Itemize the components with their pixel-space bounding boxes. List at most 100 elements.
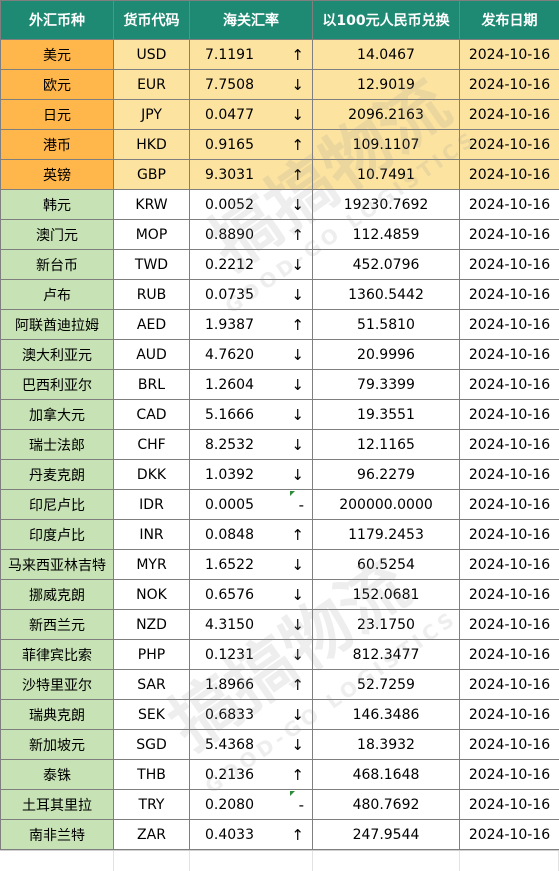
exchange-amount-text: 60.5254 bbox=[357, 557, 415, 573]
currency-name-text: 澳大利亚元 bbox=[22, 348, 92, 364]
customs-rate-text: 8.2532 bbox=[205, 437, 254, 453]
release-date-text: 2024-10-16 bbox=[469, 827, 550, 843]
trend-down-icon: ↓ bbox=[291, 406, 304, 424]
exchange-amount-text: 109.1107 bbox=[353, 137, 420, 153]
currency-code-cell: ZAR bbox=[114, 820, 190, 850]
exchange-amount-cell: 468.1648 bbox=[313, 760, 460, 790]
release-date-cell: 2024-10-16 bbox=[460, 400, 559, 430]
exchange-amount-text: 20.9996 bbox=[357, 347, 415, 363]
currency-name-cell: 瑞典克朗 bbox=[1, 700, 114, 730]
trend-down-icon: ↓ bbox=[291, 466, 304, 484]
currency-code-cell: MOP bbox=[114, 220, 190, 250]
exchange-amount-text: 1360.5442 bbox=[348, 287, 424, 303]
currency-name-cell: 巴西利亚尔 bbox=[1, 370, 114, 400]
release-date-text: 2024-10-16 bbox=[469, 347, 550, 363]
currency-name-cell: 英镑 bbox=[1, 160, 114, 190]
customs-rate-text: 1.8966 bbox=[205, 677, 254, 693]
table-row: 澳大利亚元 AUD 4.7620 ↓ 20.9996 2024-10-16 bbox=[1, 340, 559, 370]
release-date-cell: 2024-10-16 bbox=[460, 370, 559, 400]
customs-rate-text: 0.0477 bbox=[205, 107, 254, 123]
trend-down-icon: ↓ bbox=[291, 346, 304, 364]
currency-code-text: USD bbox=[137, 47, 167, 63]
release-date-cell: 2024-10-16 bbox=[460, 70, 559, 100]
trend-down-icon: ↓ bbox=[291, 256, 304, 274]
currency-name-cell: 新加坡元 bbox=[1, 730, 114, 760]
currency-code-text: TRY bbox=[139, 797, 165, 813]
release-date-text: 2024-10-16 bbox=[469, 107, 550, 123]
currency-code-text: IDR bbox=[139, 497, 164, 513]
trend-up-icon: ↑ bbox=[291, 766, 304, 784]
exchange-amount-cell: 2096.2163 bbox=[313, 100, 460, 130]
release-date-text: 2024-10-16 bbox=[469, 257, 550, 273]
currency-code-text: CAD bbox=[136, 407, 166, 423]
cell-comment-marker bbox=[290, 491, 295, 496]
currency-name-text: 加拿大元 bbox=[29, 408, 85, 424]
customs-rate-text: 0.0848 bbox=[205, 527, 254, 543]
customs-rate-cell: 0.2136 ↑ bbox=[190, 760, 313, 790]
currency-code-cell: THB bbox=[114, 760, 190, 790]
customs-rate-text: 5.1666 bbox=[205, 407, 254, 423]
currency-name-text: 马来西亚林吉特 bbox=[8, 558, 106, 574]
currency-name-cell: 菲律宾比索 bbox=[1, 640, 114, 670]
customs-rate-text: 4.7620 bbox=[205, 347, 254, 363]
release-date-cell: 2024-10-16 bbox=[460, 550, 559, 580]
customs-rate-text: 0.2136 bbox=[205, 767, 254, 783]
currency-name-text: 挪威克朗 bbox=[29, 588, 85, 604]
exchange-amount-text: 14.0467 bbox=[357, 47, 415, 63]
currency-name-text: 印尼卢比 bbox=[29, 498, 85, 514]
customs-rate-text: 0.4033 bbox=[205, 827, 254, 843]
trend-down-icon: ↓ bbox=[291, 646, 304, 664]
customs-rate-cell: 4.3150↓ bbox=[190, 610, 313, 640]
currency-code-text: GBP bbox=[137, 167, 166, 183]
release-date-cell: 2024-10-16 bbox=[460, 790, 559, 820]
currency-code-cell: AUD bbox=[114, 340, 190, 370]
trend-up-icon: ↑ bbox=[291, 166, 304, 184]
customs-rate-cell: 0.0848↑ bbox=[190, 520, 313, 550]
currency-name-cell: 卢布 bbox=[1, 280, 114, 310]
release-date-cell: 2024-10-16 bbox=[460, 820, 559, 850]
customs-rate-text: 7.1191 bbox=[205, 47, 254, 63]
customs-rate-cell: 0.1231↓ bbox=[190, 640, 313, 670]
cell-comment-marker bbox=[290, 791, 295, 796]
exchange-amount-text: 468.1648 bbox=[353, 767, 420, 783]
exchange-amount-text: 452.0796 bbox=[353, 257, 420, 273]
currency-name-cell: 韩元 bbox=[1, 190, 114, 220]
currency-name-cell: 日元 bbox=[1, 100, 114, 130]
trend-flat-icon: - bbox=[299, 496, 304, 514]
release-date-cell: 2024-10-16 bbox=[460, 160, 559, 190]
currency-name-cell: 加拿大元 bbox=[1, 400, 114, 430]
currency-name-text: 瑞士法郎 bbox=[29, 438, 85, 454]
exchange-amount-cell: 480.7692 bbox=[313, 790, 460, 820]
release-date-text: 2024-10-16 bbox=[469, 47, 550, 63]
currency-name-cell: 丹麦克朗 bbox=[1, 460, 114, 490]
trend-flat-icon: - bbox=[299, 796, 304, 814]
release-date-text: 2024-10-16 bbox=[469, 197, 550, 213]
exchange-amount-cell: 112.4859 bbox=[313, 220, 460, 250]
release-date-cell: 2024-10-16 bbox=[460, 460, 559, 490]
currency-name-text: 南非兰特 bbox=[29, 828, 85, 844]
customs-rate-cell: 0.6576↓ bbox=[190, 580, 313, 610]
trend-down-icon: ↓ bbox=[291, 616, 304, 634]
release-date-text: 2024-10-16 bbox=[469, 647, 550, 663]
currency-name-cell: 南非兰特 bbox=[1, 820, 114, 850]
currency-code-cell: TWD bbox=[114, 250, 190, 280]
currency-code-text: SAR bbox=[137, 677, 165, 693]
trend-up-icon: ↑ bbox=[291, 826, 304, 844]
currency-code-text: SEK bbox=[138, 707, 165, 723]
trend-up-icon: ↑ bbox=[291, 226, 304, 244]
currency-code-cell: MYR bbox=[114, 550, 190, 580]
currency-name-cell: 印度卢比 bbox=[1, 520, 114, 550]
currency-name-cell: 瑞士法郎 bbox=[1, 430, 114, 460]
customs-rate-text: 0.8890 bbox=[205, 227, 254, 243]
exchange-amount-cell: 18.3932 bbox=[313, 730, 460, 760]
exchange-amount-text: 19.3551 bbox=[357, 407, 415, 423]
customs-rate-text: 0.0052 bbox=[205, 197, 254, 213]
currency-name-cell: 泰铢 bbox=[1, 760, 114, 790]
currency-code-cell: NOK bbox=[114, 580, 190, 610]
header-code: 货币代码 bbox=[114, 1, 190, 40]
exchange-amount-cell: 79.3399 bbox=[313, 370, 460, 400]
